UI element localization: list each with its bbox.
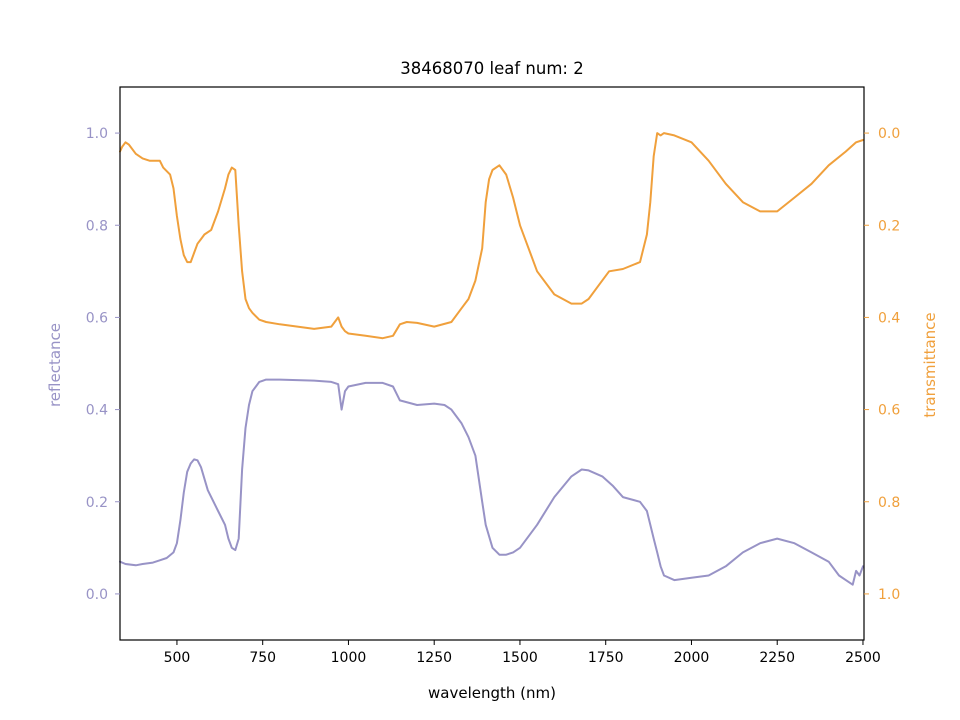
chart-title: 38468070 leaf num: 2 xyxy=(400,59,583,78)
series-line-reflectance xyxy=(119,378,864,586)
y-right-tick-label: 1.0 xyxy=(878,587,900,603)
y-axis-right: 0.0 0.2 0.4 0.6 0.8 1.0 xyxy=(864,126,900,603)
x-tick-label: 2500 xyxy=(845,650,881,666)
y-left-tick-label: 0.2 xyxy=(86,495,108,511)
series-layer xyxy=(119,132,864,586)
x-tick-label: 2250 xyxy=(759,650,795,666)
x-tick-label: 1250 xyxy=(416,650,452,666)
y-right-tick-label: 0.4 xyxy=(878,310,900,326)
y-left-tick-label: 1.0 xyxy=(86,126,108,142)
x-axis-label: wavelength (nm) xyxy=(428,684,556,702)
x-tick-label: 1500 xyxy=(502,650,538,666)
plot-area-frame xyxy=(119,86,865,641)
y-right-tick-label: 0.8 xyxy=(878,495,900,511)
x-tick-label: 1750 xyxy=(588,650,624,666)
y-axis-left: 0.0 0.2 0.4 0.6 0.8 1.0 xyxy=(86,126,120,603)
y-left-tick-label: 0.4 xyxy=(86,403,108,419)
x-tick-label: 2000 xyxy=(674,650,710,666)
y-right-tick-label: 0.6 xyxy=(878,403,900,419)
y-left-tick-label: 0.0 xyxy=(86,587,108,603)
x-tick-label: 750 xyxy=(249,650,276,666)
y-right-tick-label: 0.0 xyxy=(878,126,900,142)
series-line-transmittance xyxy=(119,132,864,340)
y-axis-left-label: reflectance xyxy=(46,323,64,407)
y-left-tick-label: 0.6 xyxy=(86,310,108,326)
x-axis: 500 750 1000 1250 1500 1750 2000 2250 2500 xyxy=(164,640,881,666)
y-left-tick-label: 0.8 xyxy=(86,218,108,234)
x-tick-label: 500 xyxy=(164,650,191,666)
x-tick-label: 1000 xyxy=(331,650,367,666)
y-right-tick-label: 0.2 xyxy=(878,218,900,234)
y-axis-right-label: transmittance xyxy=(921,312,939,417)
